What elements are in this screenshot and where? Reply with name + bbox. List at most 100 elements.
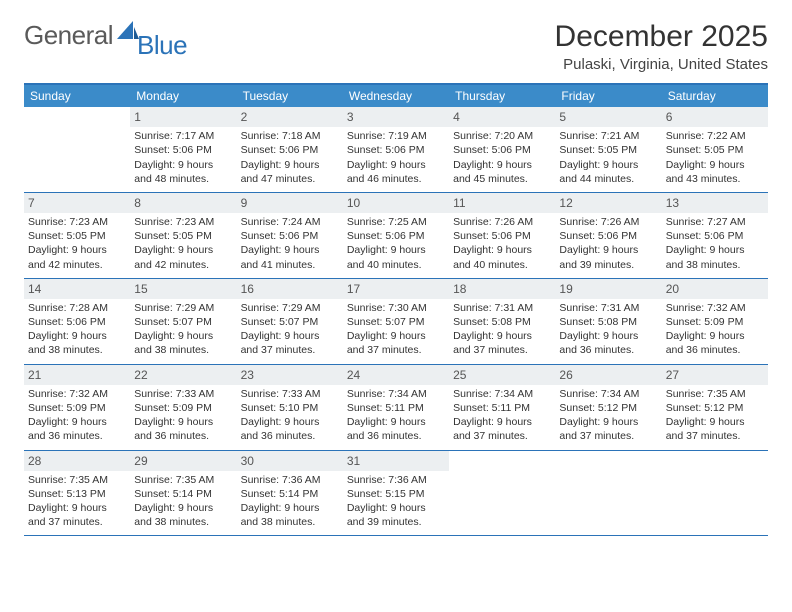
day-content: Sunrise: 7:29 AMSunset: 5:07 PMDaylight:… [130,299,236,364]
sunset-text: Sunset: 5:05 PM [559,143,657,157]
daylight-text: Daylight: 9 hours and 44 minutes. [559,158,657,186]
daylight-text: Daylight: 9 hours and 36 minutes. [241,415,339,443]
daylight-text: Daylight: 9 hours and 47 minutes. [241,158,339,186]
sunrise-text: Sunrise: 7:29 AM [134,301,232,315]
day-number: 28 [24,451,130,471]
day-header: Tuesday [237,85,343,107]
day-cell [24,107,130,192]
logo: General Blue [24,20,191,51]
day-content: Sunrise: 7:28 AMSunset: 5:06 PMDaylight:… [24,299,130,364]
day-number: 19 [555,279,661,299]
daylight-text: Daylight: 9 hours and 39 minutes. [347,501,445,529]
sunset-text: Sunset: 5:07 PM [347,315,445,329]
day-content: Sunrise: 7:26 AMSunset: 5:06 PMDaylight:… [555,213,661,278]
day-cell: 22Sunrise: 7:33 AMSunset: 5:09 PMDayligh… [130,365,236,450]
day-content: Sunrise: 7:36 AMSunset: 5:14 PMDaylight:… [237,471,343,536]
daylight-text: Daylight: 9 hours and 46 minutes. [347,158,445,186]
sunrise-text: Sunrise: 7:20 AM [453,129,551,143]
day-header: Sunday [24,85,130,107]
day-content: Sunrise: 7:36 AMSunset: 5:15 PMDaylight:… [343,471,449,536]
day-cell: 10Sunrise: 7:25 AMSunset: 5:06 PMDayligh… [343,193,449,278]
sunrise-text: Sunrise: 7:35 AM [666,387,764,401]
daylight-text: Daylight: 9 hours and 37 minutes. [559,415,657,443]
daylight-text: Daylight: 9 hours and 37 minutes. [28,501,126,529]
day-number: 1 [130,107,236,127]
sunrise-text: Sunrise: 7:35 AM [28,473,126,487]
day-number: 21 [24,365,130,385]
day-header: Wednesday [343,85,449,107]
sunrise-text: Sunrise: 7:31 AM [453,301,551,315]
day-number: 18 [449,279,555,299]
sunset-text: Sunset: 5:06 PM [666,229,764,243]
day-content: Sunrise: 7:27 AMSunset: 5:06 PMDaylight:… [662,213,768,278]
daylight-text: Daylight: 9 hours and 38 minutes. [241,501,339,529]
sunset-text: Sunset: 5:07 PM [241,315,339,329]
sunrise-text: Sunrise: 7:26 AM [559,215,657,229]
sunset-text: Sunset: 5:06 PM [453,143,551,157]
day-cell: 7Sunrise: 7:23 AMSunset: 5:05 PMDaylight… [24,193,130,278]
day-header: Thursday [449,85,555,107]
day-content: Sunrise: 7:34 AMSunset: 5:12 PMDaylight:… [555,385,661,450]
sunrise-text: Sunrise: 7:26 AM [453,215,551,229]
day-cell: 24Sunrise: 7:34 AMSunset: 5:11 PMDayligh… [343,365,449,450]
sunrise-text: Sunrise: 7:32 AM [28,387,126,401]
day-cell: 17Sunrise: 7:30 AMSunset: 5:07 PMDayligh… [343,279,449,364]
daylight-text: Daylight: 9 hours and 42 minutes. [134,243,232,271]
day-content: Sunrise: 7:31 AMSunset: 5:08 PMDaylight:… [555,299,661,364]
sunset-text: Sunset: 5:06 PM [241,229,339,243]
day-cell: 25Sunrise: 7:34 AMSunset: 5:11 PMDayligh… [449,365,555,450]
day-content: Sunrise: 7:35 AMSunset: 5:12 PMDaylight:… [662,385,768,450]
daylight-text: Daylight: 9 hours and 48 minutes. [134,158,232,186]
day-cell: 19Sunrise: 7:31 AMSunset: 5:08 PMDayligh… [555,279,661,364]
week-row: 28Sunrise: 7:35 AMSunset: 5:13 PMDayligh… [24,451,768,537]
sunrise-text: Sunrise: 7:36 AM [347,473,445,487]
day-number: 20 [662,279,768,299]
day-cell: 4Sunrise: 7:20 AMSunset: 5:06 PMDaylight… [449,107,555,192]
sunrise-text: Sunrise: 7:30 AM [347,301,445,315]
week-row: 1Sunrise: 7:17 AMSunset: 5:06 PMDaylight… [24,107,768,193]
daylight-text: Daylight: 9 hours and 40 minutes. [453,243,551,271]
sunrise-text: Sunrise: 7:24 AM [241,215,339,229]
sunset-text: Sunset: 5:12 PM [666,401,764,415]
day-number: 7 [24,193,130,213]
day-content: Sunrise: 7:17 AMSunset: 5:06 PMDaylight:… [130,127,236,192]
day-number: 4 [449,107,555,127]
day-content: Sunrise: 7:34 AMSunset: 5:11 PMDaylight:… [343,385,449,450]
day-content: Sunrise: 7:33 AMSunset: 5:10 PMDaylight:… [237,385,343,450]
day-content: Sunrise: 7:34 AMSunset: 5:11 PMDaylight:… [449,385,555,450]
daylight-text: Daylight: 9 hours and 37 minutes. [666,415,764,443]
sunset-text: Sunset: 5:06 PM [28,315,126,329]
daylight-text: Daylight: 9 hours and 37 minutes. [453,329,551,357]
day-number: 14 [24,279,130,299]
day-content: Sunrise: 7:30 AMSunset: 5:07 PMDaylight:… [343,299,449,364]
daylight-text: Daylight: 9 hours and 36 minutes. [134,415,232,443]
daylight-text: Daylight: 9 hours and 39 minutes. [559,243,657,271]
day-content: Sunrise: 7:32 AMSunset: 5:09 PMDaylight:… [662,299,768,364]
sunrise-text: Sunrise: 7:18 AM [241,129,339,143]
day-cell: 23Sunrise: 7:33 AMSunset: 5:10 PMDayligh… [237,365,343,450]
day-cell: 20Sunrise: 7:32 AMSunset: 5:09 PMDayligh… [662,279,768,364]
sunrise-text: Sunrise: 7:27 AM [666,215,764,229]
sunrise-text: Sunrise: 7:33 AM [134,387,232,401]
sunrise-text: Sunrise: 7:34 AM [559,387,657,401]
day-number: 11 [449,193,555,213]
day-cell [662,451,768,536]
daylight-text: Daylight: 9 hours and 36 minutes. [666,329,764,357]
day-cell: 3Sunrise: 7:19 AMSunset: 5:06 PMDaylight… [343,107,449,192]
sunset-text: Sunset: 5:10 PM [241,401,339,415]
sunset-text: Sunset: 5:08 PM [559,315,657,329]
daylight-text: Daylight: 9 hours and 41 minutes. [241,243,339,271]
sunset-text: Sunset: 5:06 PM [453,229,551,243]
day-content: Sunrise: 7:29 AMSunset: 5:07 PMDaylight:… [237,299,343,364]
week-row: 21Sunrise: 7:32 AMSunset: 5:09 PMDayligh… [24,365,768,451]
day-number: 23 [237,365,343,385]
daylight-text: Daylight: 9 hours and 36 minutes. [347,415,445,443]
daylight-text: Daylight: 9 hours and 37 minutes. [347,329,445,357]
sunrise-text: Sunrise: 7:33 AM [241,387,339,401]
daylight-text: Daylight: 9 hours and 42 minutes. [28,243,126,271]
logo-text-blue: Blue [137,30,187,61]
day-cell: 29Sunrise: 7:35 AMSunset: 5:14 PMDayligh… [130,451,236,536]
sunset-text: Sunset: 5:05 PM [134,229,232,243]
day-number: 12 [555,193,661,213]
day-number: 15 [130,279,236,299]
